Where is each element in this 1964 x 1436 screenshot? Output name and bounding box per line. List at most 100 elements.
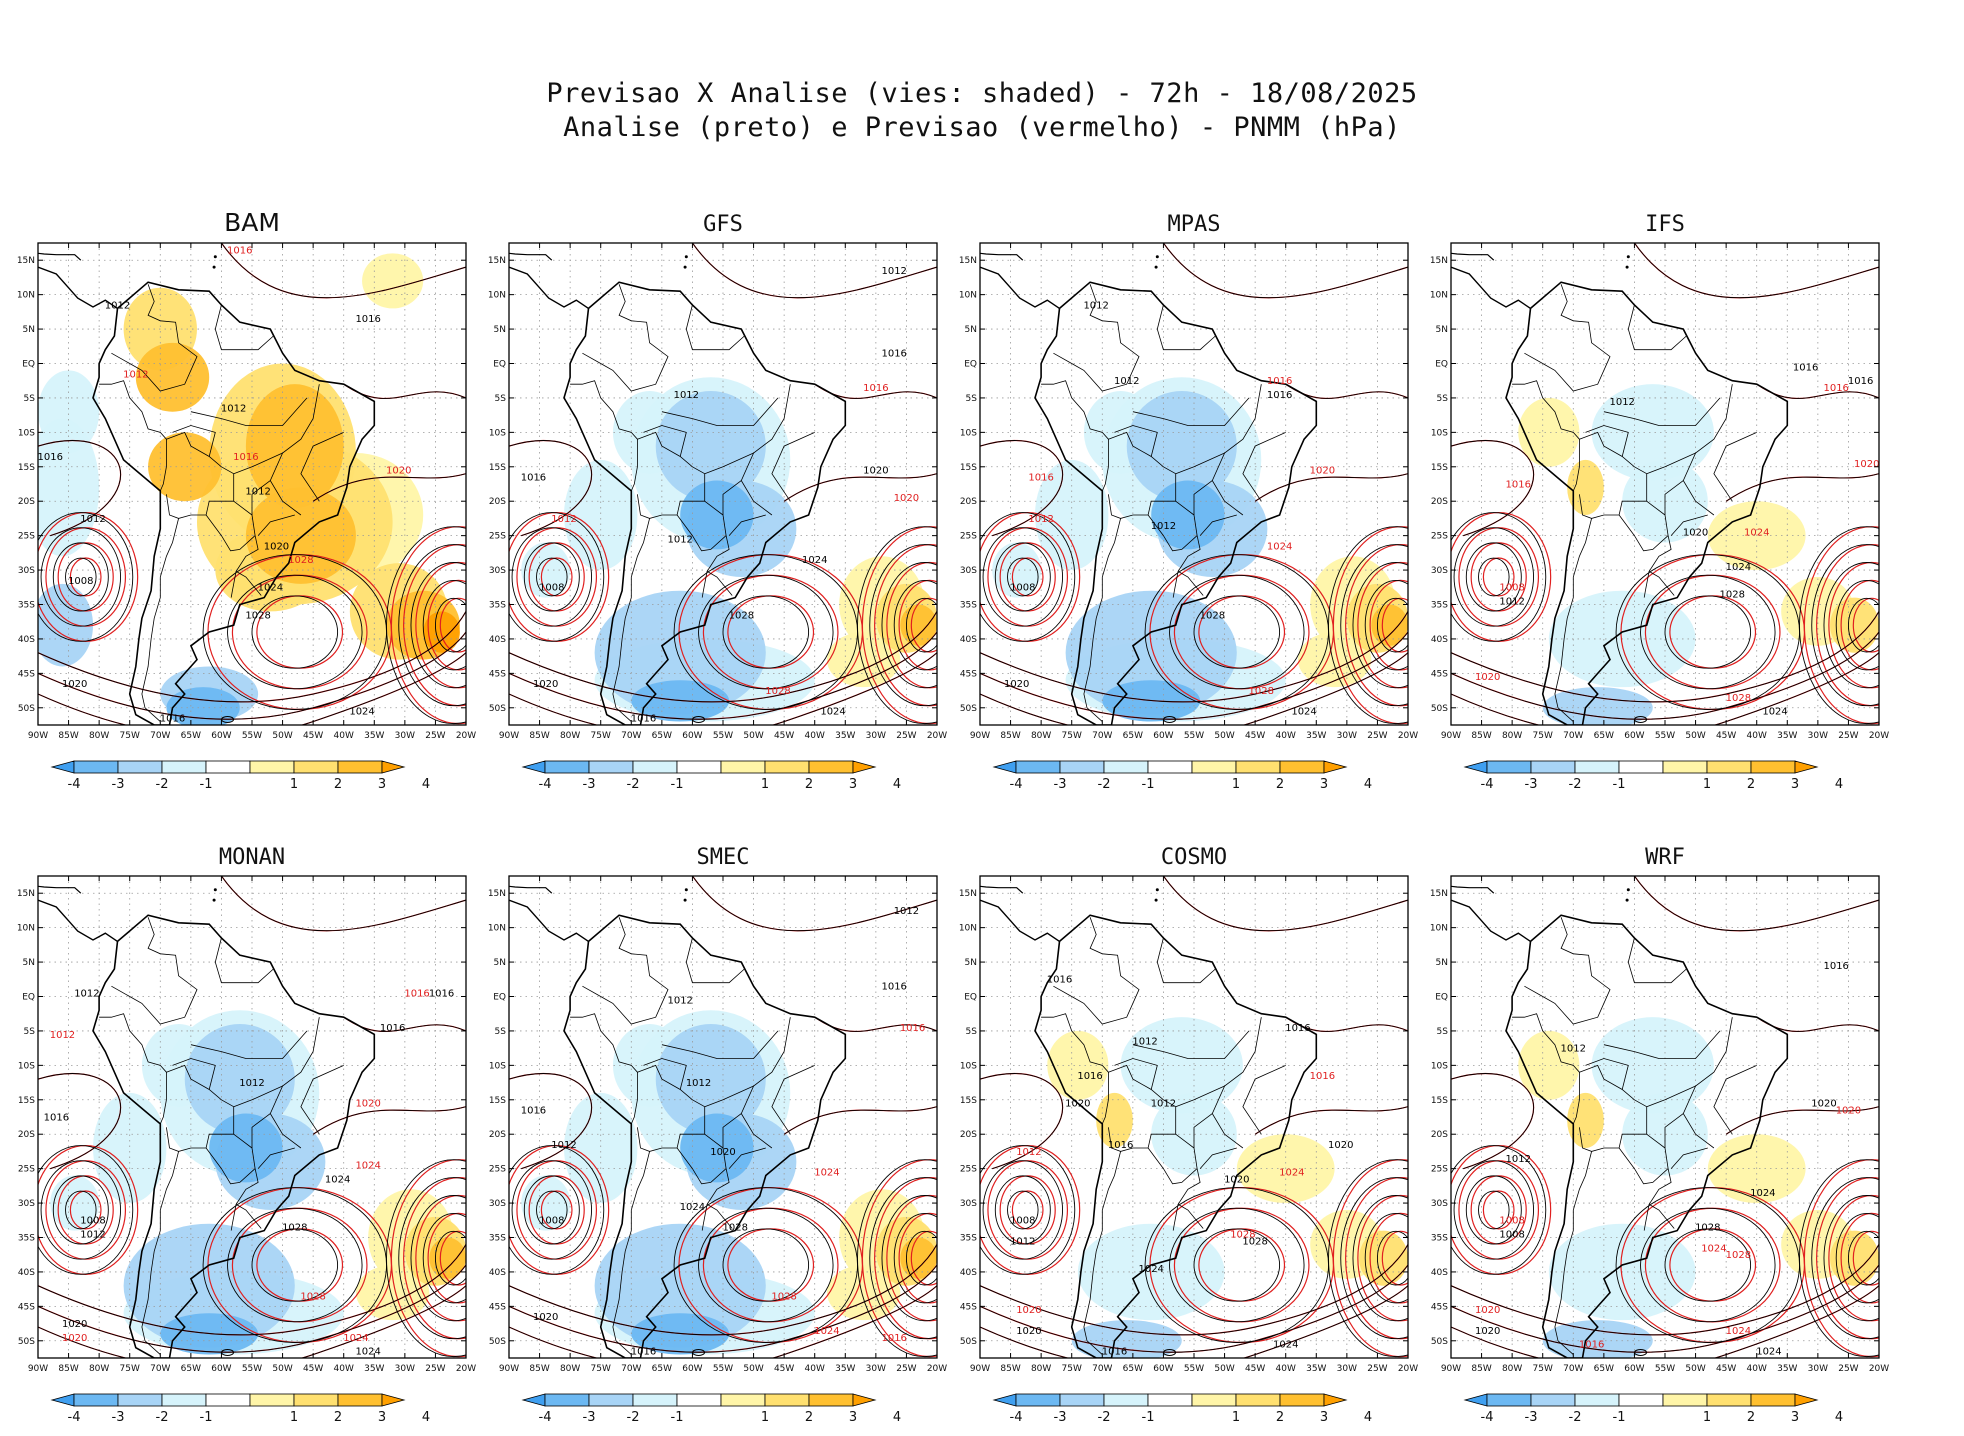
isobar-label: 1008 — [68, 576, 93, 587]
map-area: 1012101610161012101210161012102010241024… — [500, 876, 997, 1370]
isobar-label: 1012 — [1561, 1044, 1586, 1055]
isobar-label: 1024 — [1701, 1243, 1726, 1254]
lat-tick-label: EQ — [493, 993, 506, 1003]
lon-tick-label: 50W — [272, 1364, 292, 1374]
lon-tick-label: 40W — [805, 731, 825, 741]
isobar-label: 1020 — [1836, 1106, 1861, 1117]
isobar-label: 1008 — [1499, 583, 1524, 594]
lon-tick-label: 35W — [1777, 1364, 1797, 1374]
isobar-label: 1016 — [429, 989, 454, 1000]
colorbar-label: 3 — [1791, 1410, 1799, 1425]
colorbar: -4 -3 -2 -1 1 2 3 4 — [1465, 761, 1843, 792]
colorbar-label: 1 — [290, 1410, 298, 1425]
lon-tick-label: 60W — [1624, 1364, 1644, 1374]
lon-tick-label: 30W — [866, 1364, 886, 1374]
isobar-label: 1028 — [1695, 1223, 1720, 1234]
colorbar-label: 1 — [290, 777, 298, 792]
isobar-label: 1016 — [380, 1023, 405, 1034]
colorbar-label: 3 — [1791, 777, 1799, 792]
lon-tick-label: 90W — [28, 1364, 48, 1374]
colorbar-label: 4 — [422, 1410, 430, 1425]
lat-tick-label: 5N — [965, 958, 977, 968]
lon-tick-label: 75W — [591, 731, 611, 741]
isobar-label: 1012 — [80, 1230, 105, 1241]
map-panel-mpas: MPAS101210161016101210161020101210121024… — [945, 193, 1453, 785]
isobar-label: 1028 — [729, 610, 754, 621]
lat-tick-label: 35S — [18, 1234, 35, 1244]
isobar-label: 1012 — [1016, 1147, 1041, 1158]
lat-tick-label: 5N — [494, 958, 506, 968]
isobar-label: 1024 — [680, 1202, 705, 1213]
colorbar-label: -3 — [112, 1410, 125, 1425]
lat-tick-label: EQ — [22, 993, 35, 1003]
lat-tick-label: 30S — [18, 1199, 35, 1209]
isobar-label: 1012 — [1010, 1236, 1035, 1247]
isobar-label: 1028 — [771, 1291, 796, 1302]
isobar-label: 1024 — [814, 1168, 839, 1179]
lat-tick-label: 30S — [960, 1199, 977, 1209]
isobar-label: 1024 — [1756, 1347, 1781, 1358]
colorbar-label: -4 — [1481, 1410, 1494, 1425]
lon-tick-label: 90W — [970, 1364, 990, 1374]
isobar-label: 1016 — [38, 452, 63, 463]
colorbar-label: -4 — [68, 1410, 81, 1425]
isobar-label: 1012 — [221, 404, 246, 415]
lon-tick-label: 55W — [1655, 1364, 1675, 1374]
colorbar-label: -2 — [1569, 1410, 1582, 1425]
colorbar-label: -2 — [1098, 777, 1111, 792]
isobar-label: 1012 — [1506, 1154, 1531, 1165]
map-area: 1012101610161012101610201020101210121024… — [500, 243, 997, 737]
lon-tick-label: 80W — [560, 1364, 580, 1374]
isobar-label: 1016 — [1823, 961, 1848, 972]
isobar-label: 1020 — [1065, 1099, 1090, 1110]
isobar-label: 1020 — [264, 541, 289, 552]
isobar-label: 1008 — [539, 1216, 564, 1227]
isobar-label: 1024 — [355, 1347, 380, 1358]
isobar-label: 1012 — [1499, 597, 1524, 608]
lat-tick-label: 30S — [1431, 566, 1448, 576]
map-area: 1016101210201020101210241008100810281028… — [1442, 876, 1939, 1370]
bias-shading — [362, 253, 423, 308]
panel-title: SMEC — [697, 845, 750, 870]
colorbar-label: -3 — [583, 777, 596, 792]
isobar-label: 1008 — [1010, 1216, 1035, 1227]
lon-tick-label: 70W — [150, 1364, 170, 1374]
lon-tick-label: 60W — [1153, 731, 1173, 741]
lon-tick-label: 60W — [1153, 1364, 1173, 1374]
lat-tick-label: 15N — [17, 256, 35, 266]
lat-tick-label: 25S — [489, 1165, 506, 1175]
isobar-label: 1016 — [881, 1333, 906, 1344]
panel-title: MONAN — [219, 845, 285, 870]
lon-tick-label: 20W — [1869, 1364, 1889, 1374]
colorbar-label: -2 — [156, 777, 169, 792]
isobar-label: 1024 — [343, 1333, 368, 1344]
lat-tick-label: EQ — [22, 360, 35, 370]
figure-title-line-2: Analise (preto) e Previsao (vermelho) - … — [0, 112, 1964, 143]
isobar-label: 1008 — [80, 1216, 105, 1227]
lat-tick-label: EQ — [493, 360, 506, 370]
lon-tick-label: 45W — [303, 1364, 323, 1374]
colorbar-label: 1 — [761, 1410, 769, 1425]
lon-tick-label: 90W — [1441, 1364, 1461, 1374]
lon-tick-label: 65W — [1594, 731, 1614, 741]
isobar-label: 1028 — [282, 1223, 307, 1234]
lat-tick-label: 35S — [960, 1234, 977, 1244]
lon-tick-label: 25W — [1367, 1364, 1387, 1374]
lat-tick-label: 10S — [960, 428, 977, 438]
colorbar-label: -2 — [1569, 777, 1582, 792]
isobar-label: 1016 — [355, 314, 380, 325]
isobar-label: 1008 — [1010, 583, 1035, 594]
lon-tick-label: 35W — [364, 1364, 384, 1374]
lat-tick-label: 5S — [1437, 1027, 1449, 1037]
lon-tick-label: 50W — [1214, 1364, 1234, 1374]
isobar-label: 1020 — [62, 1333, 87, 1344]
lon-tick-label: 50W — [272, 731, 292, 741]
map-area: 1016 1012 1016 1016 1016 1012 1020 1020 1012 1016… — [971, 876, 1468, 1370]
colorbar-label: 1 — [1703, 1410, 1711, 1425]
colorbar: -4 -3 -2 -1 1 2 3 4 — [523, 1394, 901, 1425]
lon-tick-label: 45W — [1245, 1364, 1265, 1374]
isobar-label: 1012 — [1132, 1037, 1157, 1048]
lat-tick-label: 15S — [1431, 463, 1448, 473]
map-area: 1012 1016 10161016101210121016102010241024… — [29, 876, 526, 1370]
lat-tick-label: 25S — [1431, 532, 1448, 542]
